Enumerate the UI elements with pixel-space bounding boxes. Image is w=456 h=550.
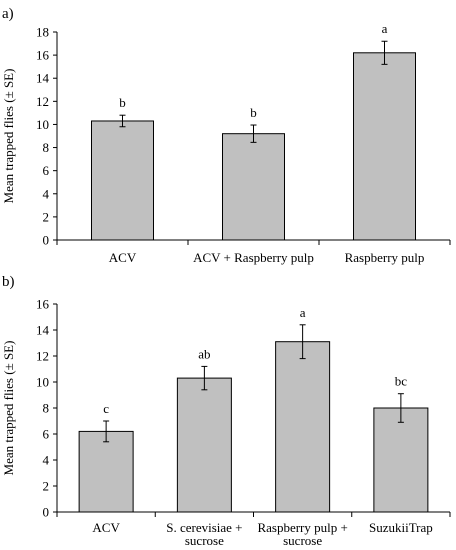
significance-letter: ab [198,346,210,361]
significance-letter: a [382,21,388,36]
panel-a: a) 0 2 4 6 8 10 12 14 16 18 Mean trapped flies (± S… [1,6,451,265]
x-tick-label: ACV [109,250,137,265]
bar [373,407,429,513]
y-tick-label: 16 [36,297,50,312]
y-tick-label: 4 [43,186,50,201]
significance-letter: b [119,95,126,110]
y-tick-label: 14 [36,71,50,86]
y-tick-label: 14 [36,323,50,338]
y-tick-label: 2 [43,209,50,224]
bar [222,133,285,241]
y-tick-label: 6 [43,427,50,442]
y-tick-label: 4 [43,453,50,468]
y-tick-label: 12 [36,349,49,364]
bar [176,377,232,513]
y-tick-label: 10 [36,117,49,132]
y-tick-label: 6 [43,163,50,178]
y-tick-label: 8 [43,401,50,416]
significance-letter: b [250,105,257,120]
y-tick-label: 18 [36,25,49,40]
y-tick-label: 12 [36,94,49,109]
x-tick-label: ACV + Raspberry pulp [193,250,314,265]
panel-label: a) [2,6,14,22]
bar [275,341,331,513]
y-tick-label: 0 [43,233,50,248]
y-tick-label: 10 [36,375,49,390]
y-tick-label: 2 [43,479,50,494]
bar [353,52,416,241]
x-tick-label: SuzukiiTrap [369,520,433,535]
significance-letter: c [103,401,109,416]
significance-letter: bc [395,374,408,389]
bar [78,430,134,513]
x-tick-label: Raspberry pulp [345,250,425,265]
y-tick-label: 0 [43,505,50,520]
panel-label: b) [2,274,15,290]
bar [91,120,154,241]
y-tick-label: 16 [36,48,50,63]
y-axis-title: Mean trapped flies (± SE) [1,69,16,204]
y-axis-title: Mean trapped flies (± SE) [1,341,16,476]
x-tick-label: sucrose [283,533,322,548]
significance-letter: a [300,305,306,320]
panel-b: b) 0 2 4 6 8 10 12 14 16 Mean trapped flies (± SE)… [1,274,451,548]
x-tick-label: S. cerevisiae + [166,520,242,535]
x-tick-label: ACV [92,520,120,535]
y-tick-label: 8 [43,140,50,155]
x-tick-label: Raspberry pulp + [257,520,347,535]
x-tick-label: sucrose [185,533,224,548]
